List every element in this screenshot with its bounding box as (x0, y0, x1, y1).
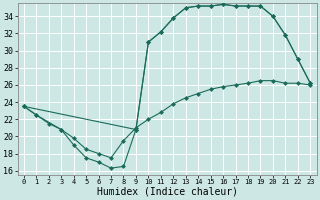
X-axis label: Humidex (Indice chaleur): Humidex (Indice chaleur) (97, 187, 237, 197)
